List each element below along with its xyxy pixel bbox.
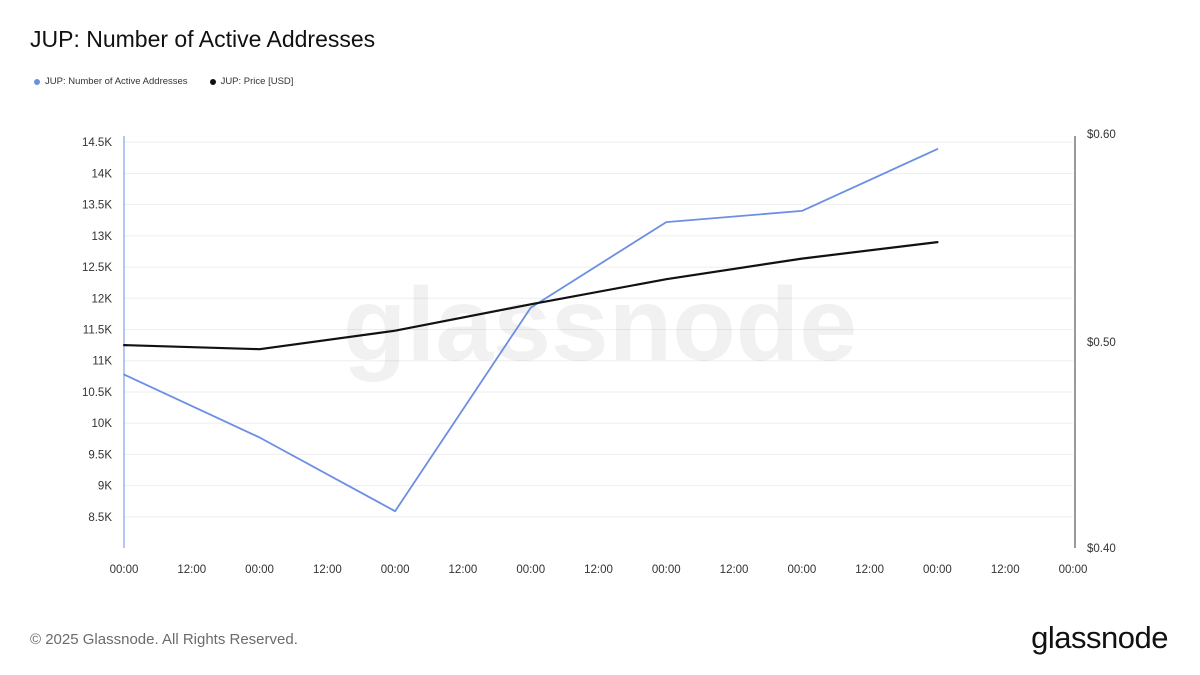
y-left-tick-label: 13K bbox=[92, 231, 113, 243]
x-tick-label: 00:00 bbox=[652, 564, 681, 576]
x-tick-label: 00:00 bbox=[245, 564, 274, 576]
y-left-tick-label: 11K bbox=[92, 356, 112, 368]
legend: JUP: Number of Active Addresses JUP: Pri… bbox=[34, 76, 293, 87]
x-axis-ticks: 00:00 12:00 00:00 12:00 00:00 12:00 00:00 12:00… bbox=[110, 564, 1088, 576]
y-left-tick-label: 10.5K bbox=[82, 387, 112, 399]
chart-area: glassnode 8.5K9K9.5K10K10.5K11K11.5K12K1… bbox=[82, 129, 1116, 576]
gridlines bbox=[124, 141, 1073, 518]
y-left-tick-label: 9.5K bbox=[88, 449, 112, 461]
axes bbox=[123, 136, 1076, 548]
x-tick-label: 12:00 bbox=[177, 564, 206, 576]
legend-label-active-addresses: JUP: Number of Active Addresses bbox=[45, 76, 188, 87]
x-tick-label: 00:00 bbox=[110, 564, 139, 576]
legend-item-active-addresses[interactable]: JUP: Number of Active Addresses bbox=[34, 76, 188, 87]
y-axis-right-ticks: $0.40 $0.50 $0.60 bbox=[1087, 129, 1116, 555]
y-left-tick-label: 8.5K bbox=[88, 512, 112, 524]
y-axis-left-ticks: 8.5K 9K 9.5K 10K 10.5K 11K 11.5K 12K 12.5K 13K 13.… bbox=[82, 137, 112, 524]
y-left-tick-label: 12.5K bbox=[82, 262, 112, 274]
x-tick-label: 12:00 bbox=[584, 564, 613, 576]
y-left-tick-label: 13.5K bbox=[82, 200, 112, 212]
copyright-footer: © 2025 Glassnode. All Rights Reserved. bbox=[30, 631, 298, 648]
y-left-tick-label: 12K bbox=[92, 293, 113, 305]
chart-title: JUP: Number of Active Addresses bbox=[30, 26, 376, 52]
price-line bbox=[122, 241, 939, 351]
x-tick-label: 00:00 bbox=[923, 564, 952, 576]
glassnode-logo[interactable]: glassnode bbox=[1031, 620, 1168, 655]
x-tick-label: 00:00 bbox=[516, 564, 545, 576]
y-left-tick-label: 10K bbox=[92, 418, 113, 430]
x-tick-label: 00:00 bbox=[1059, 564, 1088, 576]
x-tick-label: 12:00 bbox=[449, 564, 478, 576]
active-addresses-line bbox=[123, 148, 939, 513]
x-tick-label: 00:00 bbox=[381, 564, 410, 576]
y-right-tick-label: $0.50 bbox=[1087, 337, 1116, 349]
x-tick-label: 00:00 bbox=[787, 564, 816, 576]
legend-dot-active-addresses bbox=[34, 78, 40, 85]
y-left-tick-label: 11.5K bbox=[83, 325, 113, 337]
series-lines bbox=[122, 148, 939, 513]
x-tick-label: 12:00 bbox=[991, 564, 1020, 576]
x-tick-label: 12:00 bbox=[855, 564, 884, 576]
legend-dot-price bbox=[209, 78, 216, 85]
legend-item-price[interactable]: JUP: Price [USD] bbox=[209, 76, 294, 87]
y-left-tick-label: 14K bbox=[92, 168, 113, 180]
x-tick-label: 12:00 bbox=[313, 564, 342, 576]
x-tick-label: 12:00 bbox=[720, 564, 749, 576]
y-right-tick-label: $0.40 bbox=[1087, 543, 1116, 555]
legend-label-price: JUP: Price [USD] bbox=[220, 76, 294, 87]
y-left-tick-label: 14.5K bbox=[82, 137, 112, 149]
y-right-tick-label: $0.60 bbox=[1087, 129, 1116, 141]
y-left-tick-label: 9K bbox=[98, 481, 112, 493]
